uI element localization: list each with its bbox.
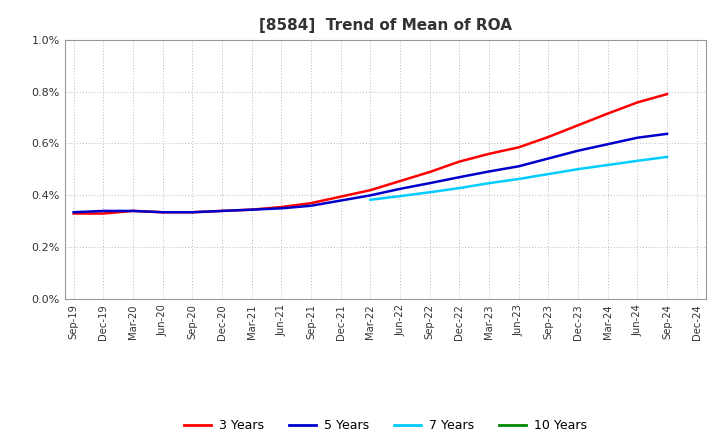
- Title: [8584]  Trend of Mean of ROA: [8584] Trend of Mean of ROA: [258, 18, 512, 33]
- Legend: 3 Years, 5 Years, 7 Years, 10 Years: 3 Years, 5 Years, 7 Years, 10 Years: [179, 414, 592, 437]
